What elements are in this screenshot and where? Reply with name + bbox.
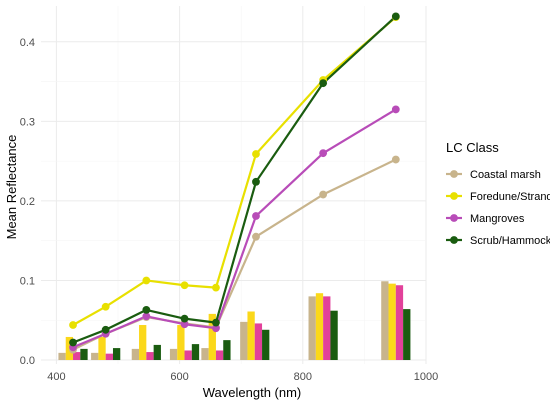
legend-swatch-point [450, 214, 458, 222]
x-tick-label: 800 [294, 371, 312, 383]
bar [240, 321, 248, 361]
legend-label: Scrub/Hammock [470, 235, 550, 247]
data-point [391, 12, 400, 21]
bars [58, 281, 411, 361]
bar [146, 352, 154, 361]
bar [91, 352, 99, 361]
bar [139, 325, 147, 361]
bar [73, 352, 81, 361]
legend-items: Coastal marsh Foredune/Strand Mangroves Scr… [446, 169, 550, 247]
data-point [391, 155, 400, 164]
bar [184, 350, 192, 361]
y-tick-label: 0.4 [20, 37, 35, 49]
y-tick-label: 0.0 [20, 355, 35, 367]
data-point [252, 232, 260, 241]
data-point [180, 314, 189, 323]
points [69, 12, 400, 354]
y-tick-label: 0.3 [20, 116, 35, 128]
data-point [391, 105, 400, 114]
data-point [319, 149, 328, 158]
data-point [252, 177, 260, 186]
legend-title: LC Class [446, 140, 499, 155]
tick-labels: 400 600 800 1000 0.0 0.1 0.2 0.3 0.4 [20, 37, 439, 383]
data-point [101, 302, 110, 311]
bar [254, 323, 263, 361]
data-point [180, 281, 189, 290]
bar [153, 344, 161, 361]
bar [177, 325, 185, 361]
x-axis-title: Wavelength (nm) [203, 385, 302, 400]
bar [388, 283, 396, 361]
bar [223, 340, 231, 361]
series-line [72, 15, 397, 344]
legend-item: Coastal marsh [446, 169, 541, 181]
bar [381, 281, 389, 361]
x-tick-label: 600 [170, 371, 188, 383]
bar [308, 296, 316, 361]
bar [201, 348, 209, 361]
bar [215, 350, 224, 361]
bar [112, 348, 121, 361]
legend-swatch-point [450, 192, 458, 200]
data-point [319, 79, 328, 88]
x-tick-label: 400 [47, 371, 65, 383]
bar [105, 353, 113, 361]
data-point [252, 212, 260, 220]
data-point [69, 338, 77, 347]
data-point [142, 312, 151, 321]
bar [323, 296, 331, 361]
bar [58, 352, 66, 361]
legend-swatch-point [450, 236, 458, 244]
data-point [212, 324, 220, 333]
y-tick-label: 0.2 [20, 196, 35, 208]
series-line [72, 108, 397, 349]
y-tick-label: 0.1 [20, 275, 35, 287]
bar [315, 293, 324, 361]
bar [131, 348, 140, 361]
legend-label: Foredune/Strand [470, 191, 550, 203]
data-point [212, 318, 220, 327]
y-axis-title: Mean Reflectance [4, 135, 19, 240]
lines [72, 15, 397, 351]
bar [191, 344, 200, 361]
data-point [142, 276, 151, 285]
legend-item: Mangroves [446, 213, 525, 225]
bar [247, 311, 255, 361]
data-point [319, 190, 328, 199]
data-point [69, 321, 77, 329]
bar [169, 348, 178, 361]
bar [262, 329, 270, 361]
bar [330, 310, 338, 361]
x-tick-label: 1000 [414, 371, 438, 383]
legend-item: Scrub/Hammock [446, 235, 550, 247]
bar [98, 336, 106, 361]
legend-swatch-point [450, 170, 458, 178]
data-point [252, 150, 260, 158]
bar [80, 348, 88, 361]
bar [403, 309, 411, 361]
legend: LC Class Coastal marsh Foredune/Strand Man… [446, 140, 550, 247]
data-point [180, 320, 189, 329]
bar [208, 313, 216, 361]
data-point [101, 325, 110, 334]
data-point [142, 306, 151, 314]
bar [395, 285, 404, 361]
legend-item: Foredune/Strand [446, 191, 550, 203]
legend-label: Coastal marsh [470, 169, 541, 181]
series-line [72, 16, 397, 326]
data-point [212, 283, 220, 292]
legend-label: Mangroves [470, 213, 525, 225]
